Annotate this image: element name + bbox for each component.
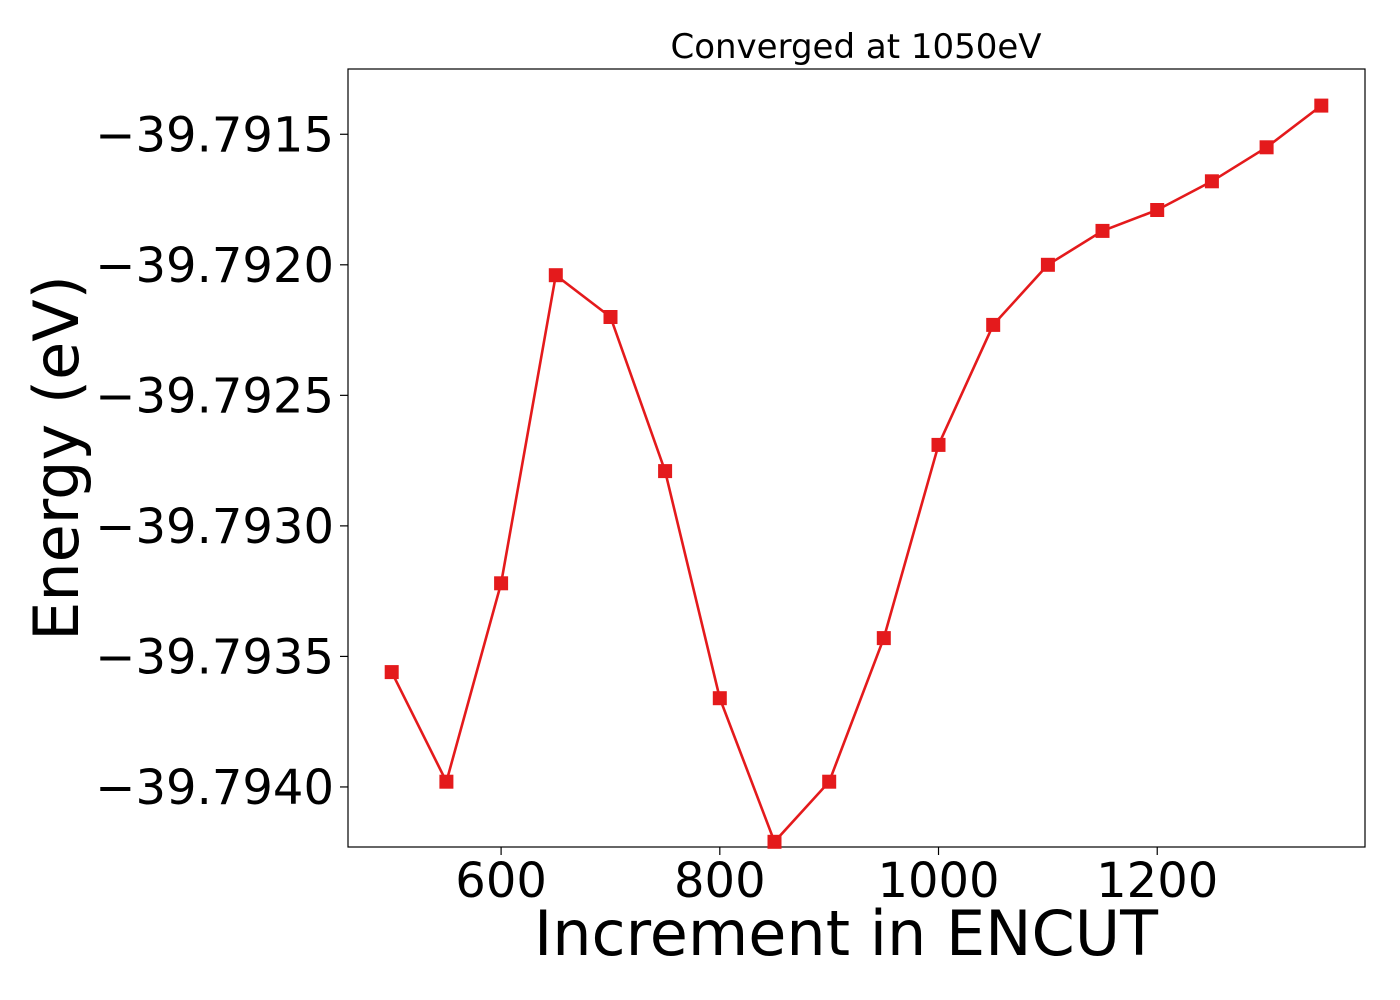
data-point-marker [1259,140,1274,155]
series-markers [384,98,1329,849]
y-tick-label: −39.7930 [95,499,334,555]
x-tick-label: 1000 [877,853,999,909]
data-point-marker [1204,174,1219,189]
data-point-marker [822,774,837,789]
y-axis-label: Energy (eV) [20,275,93,641]
chart-title: Converged at 1050eV [670,27,1041,67]
x-tick-label: 1200 [1096,853,1218,909]
y-tick-label: −39.7935 [95,629,334,685]
data-point-marker [986,317,1001,332]
series-line [390,104,1323,845]
x-tick-label: 800 [674,853,766,909]
data-point-marker [603,310,618,324]
y-tick-label: −39.7925 [95,368,334,424]
x-tick-label: 600 [455,853,547,909]
x-axis-label: Increment in ENCUT [534,897,1159,970]
data-point-marker [494,576,509,591]
y-tick-label: −39.7940 [95,760,334,816]
x-axis: 600 800 1000 1200 [455,847,1218,909]
data-point-marker [712,691,727,706]
data-point-marker [548,268,563,283]
data-point-marker [767,834,782,849]
data-point-marker [658,464,673,479]
plot-frame [347,68,1366,848]
data-point-marker [1095,223,1110,238]
data-point-marker [1040,257,1055,272]
data-point-marker [439,774,454,789]
data-point-marker [384,665,399,680]
data-point-marker [1150,203,1165,217]
y-tick-label: −39.7915 [95,107,334,163]
data-point-marker [931,437,946,452]
data-point-marker [1314,98,1329,113]
y-axis: −39.7915 −39.7920 −39.7925 −39.7930 −39.7935… [95,107,348,816]
y-tick-label: −39.7920 [95,238,334,294]
data-point-marker [876,631,891,646]
